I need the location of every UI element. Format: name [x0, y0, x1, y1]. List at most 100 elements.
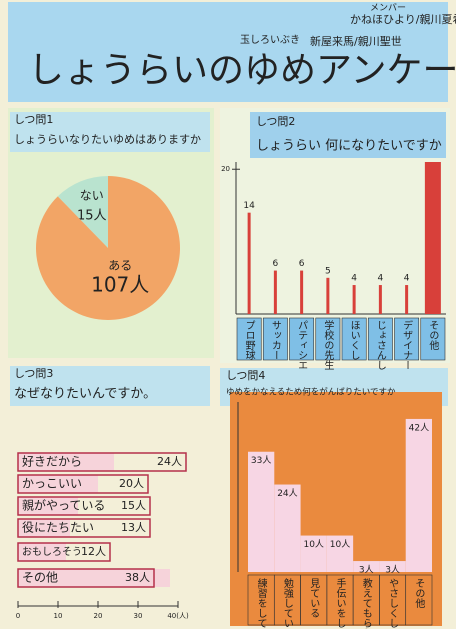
bar	[405, 285, 409, 314]
category-box	[289, 317, 315, 361]
chart-subtitle: しょうらい 何になりたいですか	[256, 138, 442, 154]
value-label: 20人	[119, 477, 144, 490]
category-label: ない	[80, 188, 104, 202]
value-label: 13人	[121, 521, 146, 534]
members-label: メンバー	[370, 3, 406, 14]
x-tick-label: サッカー	[269, 320, 281, 360]
value-label: 3人	[385, 565, 400, 576]
value-label: 10人	[303, 539, 323, 550]
bar	[378, 285, 382, 314]
category-box	[341, 317, 367, 361]
bar	[352, 285, 356, 314]
label-box	[17, 496, 151, 516]
chart-title: しつ問4	[226, 369, 265, 382]
x-tick-label: 10	[54, 612, 63, 620]
bar	[18, 519, 70, 537]
x-tick-label: 40(人)	[167, 612, 189, 620]
value-label: 38人	[125, 571, 150, 584]
bar	[247, 212, 251, 314]
bar	[300, 270, 304, 314]
value-label: 107人	[91, 273, 149, 297]
x-tick-label: やさしくしている	[387, 578, 399, 629]
x-tick-label: 手伝いをしている	[334, 577, 346, 629]
y-tick-label: 20	[221, 165, 230, 173]
label-box	[17, 568, 155, 588]
bar	[326, 535, 354, 572]
category-box	[405, 574, 433, 626]
bar	[273, 270, 277, 314]
category-label: かっこいい	[22, 477, 82, 491]
bar	[405, 418, 432, 572]
value-label: 10人	[330, 539, 350, 550]
member: 新屋来馬/親川聖世	[310, 34, 402, 48]
title-box	[10, 366, 210, 406]
title-box	[250, 112, 446, 158]
bar	[18, 569, 170, 587]
label-box	[17, 542, 111, 562]
value-label: 24人	[157, 455, 182, 468]
value-label: 6	[273, 259, 279, 269]
x-tick-label: デザイナー	[401, 319, 413, 370]
value-label: 24人	[277, 488, 297, 499]
chart-subtitle: しょうらいなりたいゆめはありますか	[14, 133, 201, 146]
category-box	[420, 317, 446, 361]
bar	[248, 451, 275, 572]
value-label: 15人	[121, 499, 146, 512]
value-label: 42人	[409, 422, 429, 433]
x-tick-label: 学校の先生	[322, 319, 334, 370]
bar	[18, 497, 78, 515]
label-box	[17, 474, 149, 494]
value-label: 4	[351, 274, 357, 284]
bar	[274, 484, 301, 572]
category-label: 親がやっている	[22, 498, 105, 513]
bar	[18, 453, 114, 471]
title-box	[10, 112, 210, 152]
value-label: 5	[325, 266, 331, 276]
value-label: 3人	[359, 565, 374, 576]
category-box	[236, 317, 262, 361]
bar	[424, 162, 441, 314]
category-box	[394, 317, 420, 361]
category-label: その他	[22, 571, 58, 585]
category-box	[262, 317, 288, 361]
x-tick-label: 30	[134, 612, 143, 620]
chart-subtitle: なぜなりたいんですか。	[14, 387, 156, 402]
chart-title: しつ問3	[14, 367, 53, 380]
label-box	[17, 518, 151, 538]
bar	[18, 543, 66, 561]
x-tick-label: その他	[427, 320, 439, 351]
category-box	[315, 317, 341, 361]
value-label: 15人	[77, 208, 107, 223]
chart-subtitle: ゆめをかなえるため何をがんばりたいですか	[226, 387, 396, 398]
member: 玉しろいぶき	[240, 34, 300, 46]
pie-slice	[57, 176, 108, 248]
bar	[300, 535, 327, 572]
chart-title: しつ問2	[256, 115, 295, 128]
poster-title: しょうらいのゆめアンケート	[28, 50, 456, 91]
chart-title: しつ問1	[14, 113, 53, 126]
value-label: 4	[404, 274, 410, 284]
category-label: ある	[108, 259, 132, 273]
bar	[18, 475, 98, 493]
value-label: 14	[243, 201, 255, 211]
x-tick-label: その他	[413, 578, 425, 609]
category-label: 好きだから	[22, 455, 82, 469]
x-tick-label: プロ野球	[243, 320, 255, 360]
value-label: 4	[378, 274, 384, 284]
x-tick-label: ほいくし	[348, 320, 359, 360]
category-box	[367, 317, 393, 361]
x-tick-label: パティシエ	[296, 320, 308, 370]
value-label: 12人	[81, 545, 106, 558]
x-tick-label: 勉強している	[281, 577, 293, 629]
member: かねほひより/親川夏希	[350, 12, 456, 26]
x-tick-label: 0	[16, 612, 20, 620]
bar	[379, 561, 406, 572]
x-tick-label: 練習をしている	[255, 577, 267, 629]
bar	[353, 561, 380, 572]
bar	[326, 277, 330, 314]
x-tick-label: 20	[94, 612, 103, 620]
x-tick-label: 見ている	[308, 578, 320, 618]
pie-slice	[36, 176, 180, 320]
category-label: 役にたちたい	[22, 520, 94, 535]
